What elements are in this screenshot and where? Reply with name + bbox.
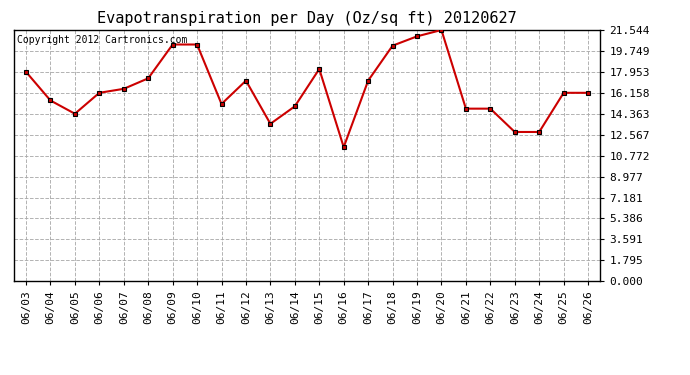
Text: Copyright 2012 Cartronics.com: Copyright 2012 Cartronics.com: [17, 35, 187, 45]
Title: Evapotranspiration per Day (Oz/sq ft) 20120627: Evapotranspiration per Day (Oz/sq ft) 20…: [97, 11, 517, 26]
